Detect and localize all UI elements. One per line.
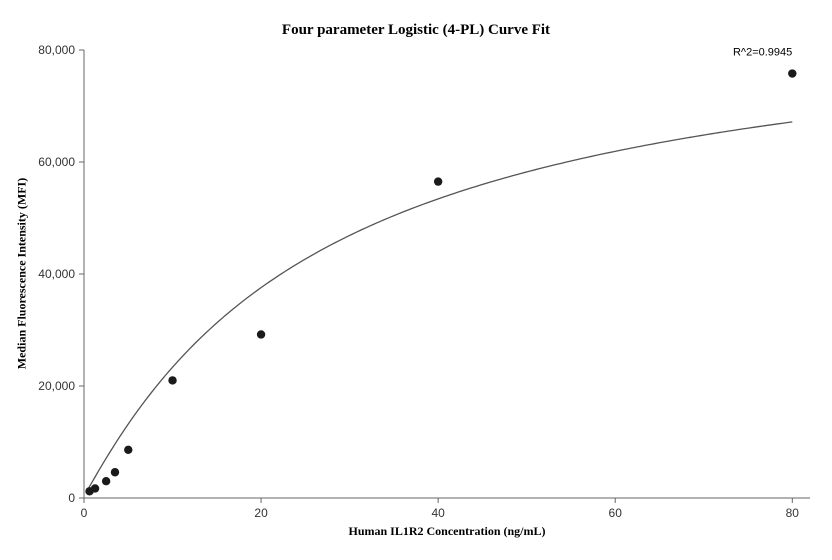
y-tick-label: 20,000 — [38, 379, 75, 393]
y-tick-label: 0 — [68, 491, 75, 505]
y-tick-label: 80,000 — [38, 43, 75, 57]
y-tick-label: 40,000 — [38, 267, 75, 281]
data-point — [111, 468, 119, 476]
data-point — [102, 477, 110, 485]
x-tick-label: 0 — [81, 506, 88, 520]
x-tick-label: 80 — [786, 506, 800, 520]
plot-svg: 020406080020,00040,00060,00080,000R^2=0.… — [84, 50, 810, 498]
x-tick-label: 60 — [609, 506, 623, 520]
data-point — [257, 330, 265, 338]
data-point — [434, 177, 442, 185]
data-point — [91, 484, 99, 492]
data-point — [168, 376, 176, 384]
r-squared-annotation: R^2=0.9945 — [733, 47, 792, 59]
data-point — [788, 69, 796, 77]
fit-curve — [88, 122, 792, 488]
data-point — [124, 446, 132, 454]
y-tick-label: 60,000 — [38, 155, 75, 169]
chart-title: Four parameter Logistic (4-PL) Curve Fit — [0, 22, 832, 39]
x-tick-label: 40 — [431, 506, 445, 520]
chart-container: Four parameter Logistic (4-PL) Curve Fit… — [0, 0, 832, 560]
x-tick-label: 20 — [254, 506, 268, 520]
x-axis-label: Human IL1R2 Concentration (ng/mL) — [84, 524, 810, 539]
y-axis-label: Median Fluorescence Intensity (MFI) — [15, 50, 30, 498]
plot-area: 020406080020,00040,00060,00080,000R^2=0.… — [84, 50, 810, 498]
